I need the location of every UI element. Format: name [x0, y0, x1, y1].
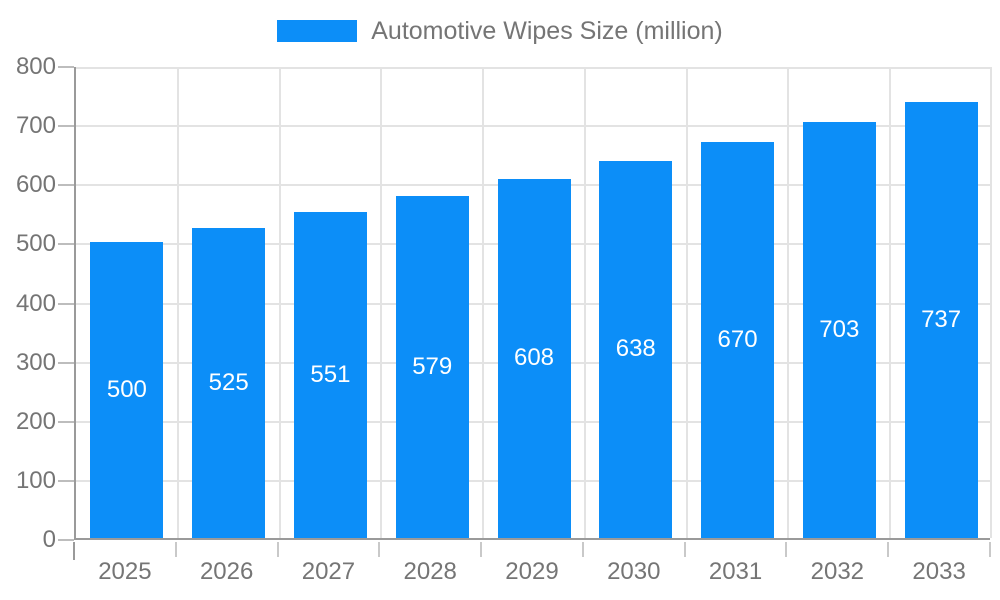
y-tick-mark — [58, 361, 74, 364]
bar-value-label: 638 — [615, 335, 656, 363]
x-tick-mark — [378, 542, 381, 557]
bar: 579 — [395, 195, 469, 538]
y-tick-mark — [58, 420, 74, 423]
y-tick-label: 400 — [15, 289, 56, 317]
y-gridline — [76, 67, 990, 69]
x-tick-mark — [174, 542, 177, 557]
y-tick-label: 100 — [15, 466, 56, 494]
y-tick-label: 500 — [15, 230, 56, 258]
legend-label: Automotive Wipes Size (million) — [371, 16, 723, 45]
bar: 703 — [802, 122, 876, 538]
x-tick-mark — [480, 542, 483, 557]
x-tick-mark — [989, 542, 991, 557]
x-gridline — [787, 67, 790, 538]
x-gridline — [380, 67, 383, 538]
legend-item[interactable]: Automotive Wipes Size (million) — [277, 17, 723, 46]
y-tick-label: 300 — [15, 348, 56, 376]
x-tick-label: 2032 — [810, 558, 865, 585]
x-tick-mark — [683, 542, 686, 557]
y-tick-mark — [58, 302, 74, 305]
bar-value-label: 670 — [717, 325, 758, 353]
y-gridline — [76, 125, 990, 128]
bar: 608 — [497, 178, 571, 538]
x-tick-mark axis-tick — [73, 542, 75, 560]
y-tick-label: 200 — [15, 407, 56, 435]
x-gridline — [278, 67, 281, 538]
y-tick-mark — [58, 539, 74, 541]
y-tick-mark — [58, 125, 74, 128]
x-gridline — [685, 67, 688, 538]
x-tick-label: 2027 — [301, 558, 356, 585]
x-tick-label: 2028 — [403, 558, 457, 585]
bar: 638 — [599, 160, 673, 538]
x-tick-label: 2025 — [98, 558, 152, 585]
bar-value-label: 737 — [921, 306, 962, 334]
x-tick-label: 2030 — [607, 558, 661, 585]
y-tick-label: 0 — [42, 526, 56, 553]
x-gridline — [176, 67, 179, 538]
y-tick-mark — [58, 66, 74, 68]
bar-value-label: 500 — [106, 376, 147, 404]
x-tick-label: 2026 — [199, 558, 254, 585]
bar: 500 — [90, 242, 164, 538]
y-tick-mark — [58, 479, 74, 482]
x-gridline — [889, 67, 892, 538]
bar-value-label: 703 — [819, 316, 860, 344]
bar: 737 — [904, 102, 978, 538]
bar-value-label: 579 — [412, 352, 453, 380]
bar: 525 — [192, 227, 266, 538]
x-tick-label: 2031 — [708, 558, 763, 585]
x-tick-mark — [785, 542, 788, 557]
x-gridline — [990, 67, 992, 538]
x-tick-mark — [276, 542, 279, 557]
y-tick-mark — [58, 184, 74, 187]
bar-value-label: 608 — [513, 344, 555, 372]
bar-value-label: 551 — [310, 361, 351, 389]
bar: 551 — [293, 212, 367, 538]
bar-value-label: 525 — [208, 368, 249, 396]
x-tick-label: 2033 — [912, 558, 966, 585]
x-tick-mark — [581, 542, 584, 557]
legend-swatch-icon — [277, 20, 358, 42]
y-tick-mark — [58, 243, 74, 246]
plot-area: 500 525 551 579 608 638 670 703 737 — [74, 67, 992, 540]
x-gridline — [583, 67, 586, 538]
chart-legend: Automotive Wipes Size (million) — [0, 14, 1000, 48]
x-tick-label: 2029 — [505, 558, 559, 585]
bar: 670 — [701, 141, 775, 538]
y-tick-label: 800 — [15, 53, 56, 80]
y-tick-label: 700 — [15, 112, 56, 140]
x-gridline — [482, 67, 485, 538]
x-tick-mark — [887, 542, 890, 557]
y-tick-label: 600 — [15, 171, 56, 199]
